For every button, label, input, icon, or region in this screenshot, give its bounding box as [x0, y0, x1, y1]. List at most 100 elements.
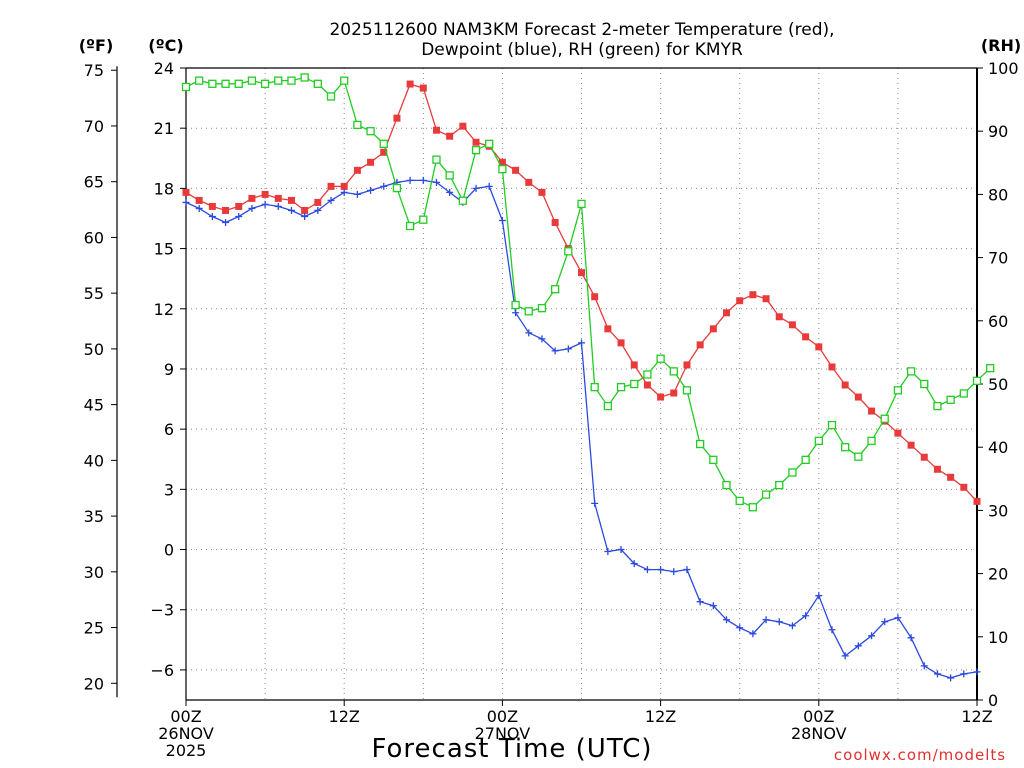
celsius-tick-label: 9 — [164, 360, 174, 379]
dewpoint-point — [657, 566, 665, 574]
temperature-point — [696, 341, 704, 349]
dewpoint-point — [828, 626, 836, 634]
rh-point — [379, 139, 388, 148]
celsius-tick-label: 15 — [154, 240, 174, 259]
celsius-tick-label: 3 — [164, 480, 174, 499]
rh-point — [933, 401, 942, 411]
temperature-point — [208, 202, 216, 210]
temperature-point — [419, 84, 427, 92]
dewpoint-point — [340, 188, 348, 196]
dewpoint-point — [274, 202, 282, 210]
rh-point — [195, 76, 204, 85]
dewpoint-point — [380, 182, 388, 190]
rh-point — [353, 120, 362, 130]
temperature-point — [617, 339, 625, 347]
tick-labels: 24211815129630−3−67570656055504540353025… — [84, 59, 1019, 760]
rh-point — [841, 443, 850, 452]
source-credit: coolwx.com/modelts — [834, 746, 1006, 764]
x-tick-label: 26NOV — [158, 724, 214, 743]
temperature-point — [630, 361, 638, 369]
rh-point — [392, 183, 402, 193]
celsius-tick-label: 12 — [154, 300, 174, 319]
temperature-point — [788, 321, 796, 329]
fahrenheit-tick-label: 20 — [84, 674, 104, 693]
rh-point — [709, 455, 718, 464]
temperature-point — [802, 333, 810, 341]
rh-point — [827, 420, 837, 430]
temperature-point — [643, 381, 651, 389]
temperature-point — [973, 497, 981, 505]
temperature-point — [960, 483, 968, 491]
dewpoint-point — [195, 204, 203, 212]
x-tick-label: 00Z — [487, 707, 518, 726]
x-tick-label: 12Z — [329, 707, 360, 726]
temperature-point — [222, 206, 230, 214]
x-tick-label: 28NOV — [791, 724, 847, 743]
dewpoint-point — [498, 216, 506, 224]
rh-point — [986, 364, 995, 373]
x-axis-title: Forecast Time (UTC) — [371, 734, 652, 764]
temperature-point — [709, 325, 717, 333]
temperature-point — [261, 190, 269, 198]
dewpoint-point — [920, 662, 928, 670]
temperature-point — [841, 381, 849, 389]
temperature-point — [815, 343, 823, 351]
rh-point — [498, 164, 507, 174]
dewpoint-point — [696, 598, 704, 606]
rh-point — [722, 480, 731, 490]
rh-point — [920, 379, 929, 389]
celsius-tick-label: 24 — [154, 59, 174, 78]
x-tick-label: 12Z — [645, 707, 676, 726]
series-layer — [181, 73, 995, 682]
axes — [111, 66, 983, 706]
dewpoint-point — [617, 546, 625, 554]
dewpoint-point — [564, 345, 572, 353]
rh-point — [801, 455, 810, 464]
temperature-point — [933, 465, 941, 473]
dewpoint-point — [525, 329, 533, 337]
rh-point — [906, 367, 916, 376]
dewpoint-point — [367, 186, 375, 194]
rh-point — [775, 480, 784, 490]
temperature-point — [380, 148, 388, 156]
dewpoint-point — [353, 190, 361, 198]
x-tick-label: 27NOV — [475, 724, 531, 743]
dewpoint-point — [551, 347, 559, 355]
temperature-point — [736, 297, 744, 305]
rh-tick-label: 70 — [988, 249, 1008, 268]
temperature-point — [274, 194, 282, 202]
rh-point — [511, 300, 520, 310]
rh-point — [946, 395, 955, 404]
dewpoint-point — [788, 622, 796, 630]
dewpoint-point — [248, 204, 256, 212]
temperature-point — [340, 182, 348, 190]
temperature-point — [920, 453, 928, 461]
temperature-point — [459, 122, 467, 130]
rh-point — [854, 452, 863, 461]
dewpoint-point — [881, 618, 889, 626]
dewpoint-point — [208, 212, 216, 220]
fahrenheit-tick-label: 50 — [84, 340, 104, 359]
dewpoint-point — [538, 335, 546, 343]
dewpoint-point — [775, 618, 783, 626]
rh-point — [893, 386, 903, 395]
dewpoint-point — [868, 632, 876, 640]
rh-point — [972, 376, 982, 385]
temperature-point — [287, 196, 295, 204]
rh-point — [682, 386, 692, 395]
temperature-point — [868, 407, 876, 415]
rh-point — [748, 503, 758, 512]
rh-point — [181, 82, 191, 92]
dewpoint-point — [222, 218, 230, 226]
dewpoint-point — [591, 499, 599, 507]
temperature-point — [498, 158, 506, 166]
rh-point — [735, 496, 744, 506]
fahrenheit-tick-label: 70 — [84, 117, 104, 136]
celsius-tick-label: −6 — [150, 661, 174, 680]
dewpoint-point — [960, 670, 968, 678]
dewpoint-point — [854, 642, 862, 650]
temperature-point — [749, 291, 757, 299]
x-tick-label: 00Z — [803, 707, 834, 726]
dewpoint-point — [670, 568, 678, 576]
dewpoint-point — [762, 616, 770, 624]
